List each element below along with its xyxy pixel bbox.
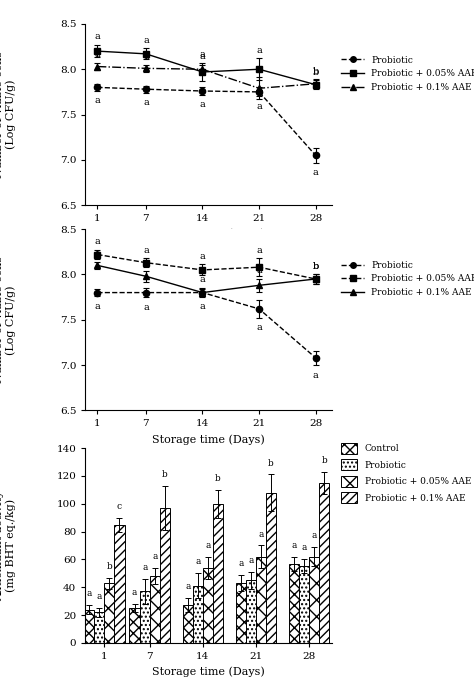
Text: a: a (142, 563, 147, 572)
Text: a: a (200, 276, 205, 285)
X-axis label: Storage time (Days): Storage time (Days) (152, 228, 265, 239)
Text: a: a (256, 324, 262, 332)
Bar (236, 583, 246, 643)
Bar (192, 586, 203, 643)
Text: a: a (256, 246, 262, 254)
Text: b: b (107, 562, 112, 570)
Text: a: a (256, 102, 262, 111)
Bar (94, 612, 104, 643)
Text: b: b (321, 456, 327, 464)
X-axis label: Storage time (Days): Storage time (Days) (152, 434, 265, 445)
Text: b: b (312, 262, 319, 271)
Bar (84, 609, 94, 643)
Bar (114, 525, 125, 643)
Text: a: a (95, 51, 100, 60)
Text: a: a (205, 540, 210, 550)
Bar (289, 564, 299, 643)
Text: b: b (162, 470, 168, 479)
Y-axis label: Antioxidant activity
(mg BHT eq./kg): Antioxidant activity (mg BHT eq./kg) (0, 490, 16, 601)
Text: a: a (256, 266, 262, 276)
Bar (299, 566, 309, 643)
Y-axis label: Number of viable cells
(Log CFU/g): Number of viable cells (Log CFU/g) (0, 256, 16, 383)
Bar (256, 557, 266, 643)
Text: b: b (215, 474, 221, 483)
Text: a: a (313, 168, 319, 177)
Text: a: a (143, 246, 149, 254)
Legend: Probiotic, Probiotic + 0.05% AAE, Probiotic + 0.1% AAE: Probiotic, Probiotic + 0.05% AAE, Probio… (341, 261, 474, 297)
Text: a: a (143, 52, 149, 61)
Text: a: a (248, 556, 254, 565)
Bar (213, 503, 223, 643)
Bar (309, 557, 319, 643)
Text: a: a (311, 531, 317, 540)
Text: a: a (97, 592, 102, 601)
Text: c: c (117, 501, 122, 511)
Bar (160, 508, 170, 643)
Bar (319, 483, 329, 643)
Text: a: a (143, 36, 149, 44)
Y-axis label: Number of viable cells
(Log CFU/g): Number of viable cells (Log CFU/g) (0, 51, 16, 178)
Text: a: a (313, 371, 319, 380)
Text: a: a (132, 588, 137, 597)
Text: a: a (95, 96, 100, 105)
Text: a: a (200, 52, 205, 61)
Text: a: a (238, 559, 244, 568)
Bar (266, 492, 276, 643)
Bar (182, 605, 193, 643)
Text: a: a (256, 46, 262, 55)
Legend: Probiotic, Probiotic + 0.05% AAE, Probiotic + 0.1% AAE: Probiotic, Probiotic + 0.05% AAE, Probio… (341, 55, 474, 92)
Text: b: b (312, 262, 319, 271)
Text: a: a (86, 590, 92, 598)
Text: a: a (195, 557, 201, 566)
Text: a: a (200, 302, 205, 311)
Text: a: a (200, 100, 205, 109)
Bar (203, 568, 213, 643)
X-axis label: Storage time (Days): Storage time (Days) (152, 666, 265, 677)
Text: a: a (301, 544, 307, 553)
Text: b: b (268, 458, 274, 468)
Text: a: a (95, 249, 100, 258)
Text: a: a (258, 529, 264, 538)
Text: a: a (185, 583, 191, 592)
Bar (129, 608, 140, 643)
Text: a: a (200, 252, 205, 261)
Bar (150, 576, 160, 643)
Legend: Control, Probiotic, Probiotic + 0.05% AAE, Probiotic + 0.1% AAE: Control, Probiotic, Probiotic + 0.05% AA… (341, 443, 471, 503)
Bar (104, 583, 115, 643)
Bar (246, 580, 256, 643)
Text: a: a (256, 65, 262, 74)
Text: a: a (95, 302, 100, 311)
Text: a: a (152, 552, 157, 561)
Text: a: a (200, 51, 205, 60)
Text: b: b (312, 68, 319, 77)
Text: a: a (143, 258, 149, 267)
Text: a: a (95, 32, 100, 41)
Text: b: b (312, 66, 319, 76)
Text: a: a (143, 98, 149, 107)
Text: a: a (95, 237, 100, 246)
Bar (139, 592, 150, 643)
Text: a: a (143, 302, 149, 311)
Text: a: a (291, 540, 297, 550)
